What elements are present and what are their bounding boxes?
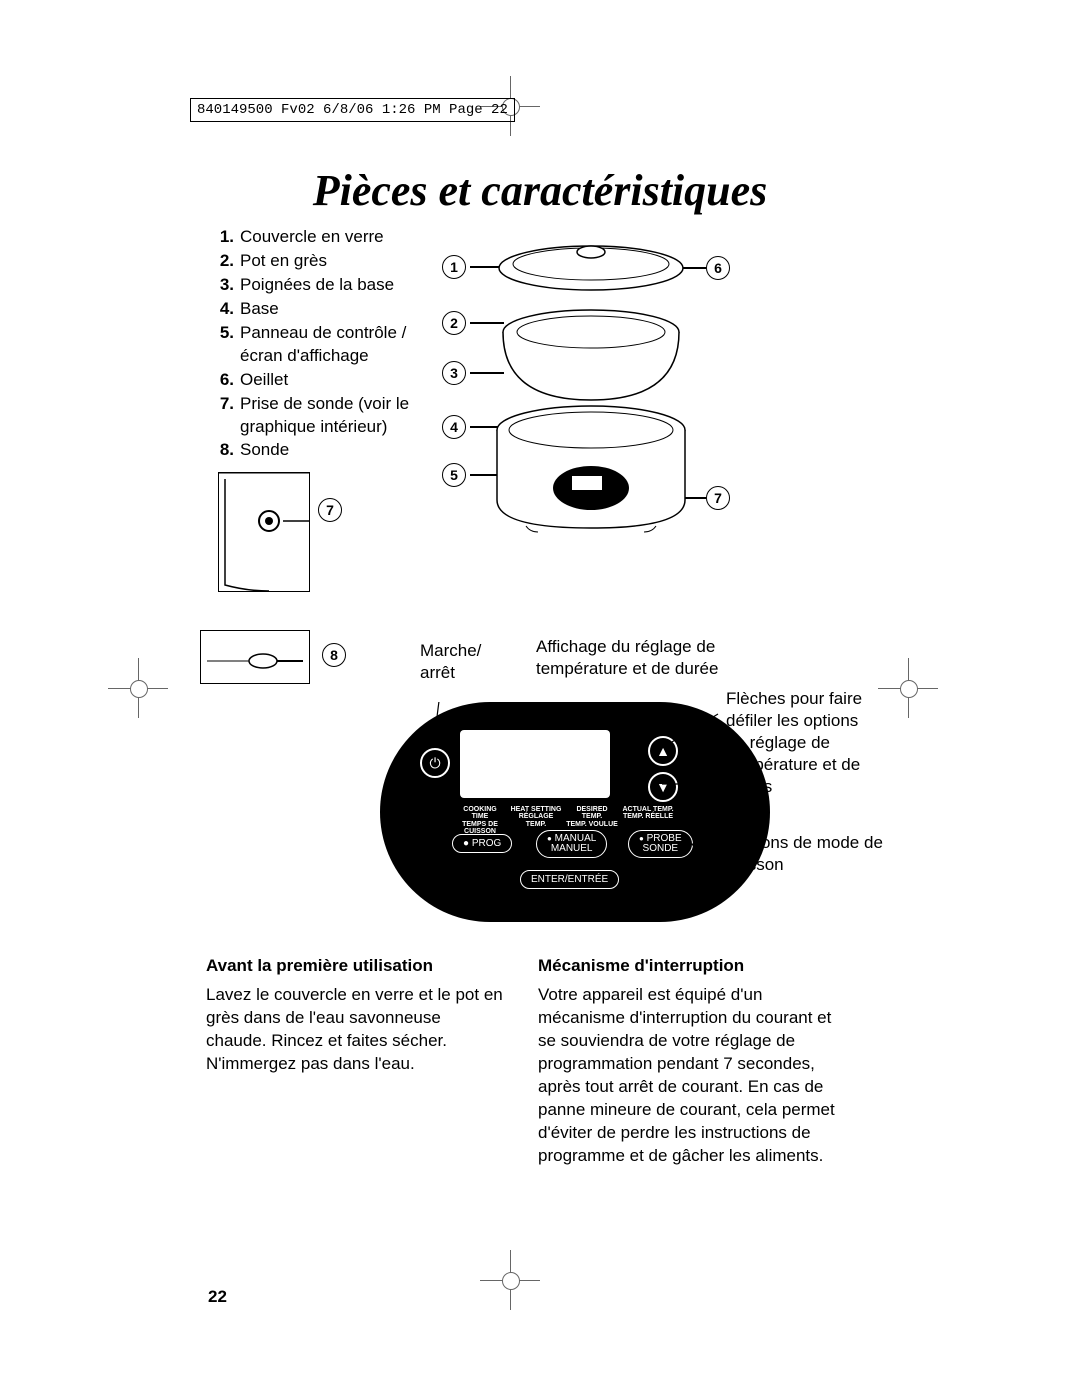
label-mode: Boutons de mode de cuisson (726, 832, 886, 876)
arrow-down-icon: ▼ (648, 772, 678, 802)
callout-2: 2 (442, 311, 466, 335)
probe-jack-diagram (218, 472, 310, 592)
exploded-diagram (486, 240, 696, 540)
arrow-up-icon: ▲ (648, 736, 678, 766)
label-arrows: Flèches pour faire défiler les options d… (726, 688, 876, 798)
part-label: Couvercle en verre (240, 226, 384, 249)
prog-button: ● PROG (452, 834, 512, 853)
callout-7-jack: 7 (318, 498, 342, 522)
page-number: 22 (208, 1287, 227, 1307)
part-number: 6. (208, 369, 234, 392)
part-label: Pot en grès (240, 250, 327, 273)
part-number: 3. (208, 274, 234, 297)
callout-3: 3 (442, 361, 466, 385)
manual-button: ● MANUAL MANUEL (536, 830, 607, 858)
control-panel-diagram: ⏻ ▲ ▼ COOKING TIMETEMPS DE CUISSON HEAT … (380, 702, 770, 922)
part-label: Oeillet (240, 369, 288, 392)
section1-body: Lavez le couvercle en verre et le pot en… (206, 984, 506, 1076)
section2-heading: Mécanisme d'interruption (538, 956, 848, 976)
probe-button: ● PROBE SONDE (628, 830, 693, 858)
part-number: 4. (208, 298, 234, 321)
callout-4: 4 (442, 415, 466, 439)
label-power: Marche/ arrêt (420, 640, 500, 684)
power-icon: ⏻ (420, 748, 450, 778)
part-label: Poignées de la base (240, 274, 394, 297)
page-title: Pièces et caractéristiques (0, 165, 1080, 216)
part-label: Sonde (240, 439, 289, 462)
part-number: 2. (208, 250, 234, 273)
callout-5: 5 (442, 463, 466, 487)
callout-1: 1 (442, 255, 466, 279)
part-number: 8. (208, 439, 234, 462)
section1-heading: Avant la première utilisation (206, 956, 506, 976)
callout-8: 8 (322, 643, 346, 667)
part-label: Panneau de contrôle / écran d'affichage (240, 322, 440, 368)
enter-button: ENTER/ENTRÉE (520, 870, 619, 889)
part-number: 7. (208, 393, 234, 439)
part-label: Prise de sonde (voir le graphique intéri… (240, 393, 440, 439)
part-number: 5. (208, 322, 234, 368)
callout-7-right: 7 (706, 486, 730, 510)
callout-6: 6 (706, 256, 730, 280)
prepress-header: 840149500 Fv02 6/8/06 1:26 PM Page 22 (190, 98, 515, 122)
parts-list: 1. Couvercle en verre 2. Pot en grès 3. Poign… (208, 226, 440, 463)
part-number: 1. (208, 226, 234, 249)
part-label: Base (240, 298, 279, 321)
probe-diagram (200, 630, 310, 684)
section2-body: Votre appareil est équipé d'un mécanisme… (538, 984, 848, 1168)
label-display: Affichage du réglage de température et d… (536, 636, 726, 680)
